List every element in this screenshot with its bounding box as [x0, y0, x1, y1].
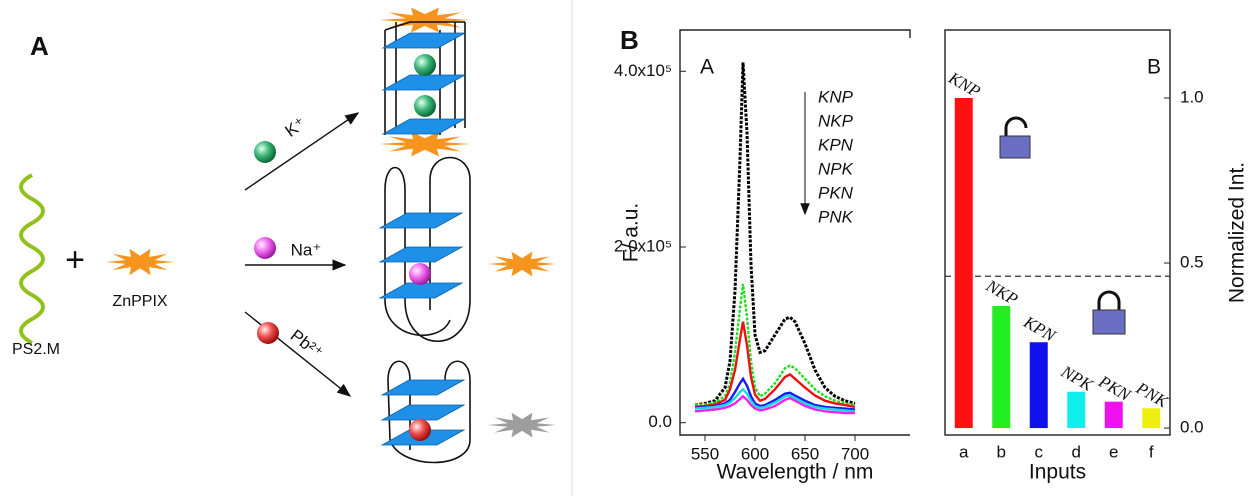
x-tick-label: f — [1149, 442, 1154, 461]
stars — [106, 7, 556, 438]
x-tick-label: b — [997, 442, 1006, 461]
bar-label: KPN — [1020, 312, 1060, 346]
spectrum-line — [694, 394, 855, 415]
arrow — [244, 112, 360, 191]
ion-sphere — [409, 419, 431, 441]
ion-sphere — [414, 95, 436, 117]
g-quartets — [378, 32, 467, 446]
x-tick-label: 650 — [791, 444, 819, 463]
star — [106, 248, 174, 276]
spectrum-line — [694, 321, 856, 409]
spectrum-line — [694, 387, 856, 413]
bar — [1067, 391, 1086, 429]
y-axis-title: Normalized Int. — [1226, 162, 1249, 303]
lock-closed — [1092, 290, 1126, 335]
x-tick-label: 550 — [691, 444, 719, 463]
legend-entry: PKN — [818, 183, 854, 202]
porphyrin-label: ZnPPIX — [112, 293, 167, 310]
x-tick-label: d — [1072, 442, 1081, 461]
ion-label: Na⁺ — [291, 240, 322, 259]
legend-entry: PNK — [818, 207, 854, 226]
g-quartet — [378, 212, 464, 229]
dna-strand — [19, 173, 45, 345]
x-axis-title: Wavelength / nm — [717, 461, 874, 484]
panel-label: A — [30, 31, 49, 61]
bar — [954, 97, 973, 429]
x-tick-label: a — [959, 442, 969, 461]
x-tick-label: 600 — [741, 444, 769, 463]
g-quartet — [380, 379, 466, 396]
bar — [1029, 342, 1048, 429]
star — [488, 412, 556, 438]
y-tick-label: 4.0x10⁵ — [614, 61, 672, 80]
legend-entry: NKP — [818, 111, 854, 130]
x-tick-label: e — [1109, 442, 1118, 461]
axis-frame — [944, 29, 1171, 436]
g-quartet — [381, 74, 467, 91]
bar — [992, 305, 1011, 429]
x-axis-title: Inputs — [1029, 461, 1086, 484]
ion-label: Pb²⁺ — [287, 326, 327, 363]
y-axis-title: F/ a.u. — [620, 203, 643, 263]
star — [488, 251, 556, 277]
bar-label: NPK — [1057, 361, 1097, 395]
x-tick-label: 700 — [841, 444, 869, 463]
arrow — [244, 311, 352, 397]
legend-entry: NPK — [818, 159, 854, 178]
y-tick-label: 0.5 — [1180, 253, 1204, 272]
y-tick-label: 1.0 — [1180, 87, 1204, 106]
ion-sphere — [257, 322, 279, 344]
lock-open — [999, 116, 1031, 159]
g-quartet — [381, 118, 467, 135]
plus-sign: + — [65, 241, 85, 279]
ion-sphere — [254, 237, 276, 259]
ion-sphere — [254, 141, 276, 163]
spectrum-line — [694, 62, 856, 407]
x-tick-label: c — [1035, 442, 1044, 461]
spectrum-line — [694, 376, 856, 411]
panel-label: A — [700, 56, 714, 79]
panel-label: B — [620, 25, 639, 55]
g-quartet — [378, 282, 464, 299]
g-quartet — [381, 32, 467, 49]
ion-sphere — [409, 263, 431, 285]
bar-label: KNP — [945, 68, 984, 101]
ion-label: K⁺ — [282, 114, 310, 141]
legend-entry: KNP — [818, 87, 854, 106]
axis-frame — [679, 29, 911, 436]
bar-label: PNK — [1132, 378, 1172, 412]
bar — [1142, 408, 1161, 429]
strand-label: PS2.M — [12, 341, 60, 358]
spectrum-line — [694, 283, 856, 407]
bar-label: PKN — [1095, 371, 1135, 405]
y-tick-label: 2.0x10⁵ — [614, 236, 672, 255]
y-tick-label: 0.0 — [648, 412, 672, 431]
bar — [1104, 401, 1123, 429]
panel-label: B — [1147, 56, 1161, 79]
g-quartet — [380, 404, 466, 421]
star — [380, 131, 470, 157]
ion-sphere — [414, 54, 436, 76]
star — [380, 7, 470, 33]
g-quartet — [378, 246, 464, 263]
bar-label: NKP — [982, 276, 1021, 309]
y-tick-label: 0.0 — [1180, 418, 1204, 437]
legend-entry: KPN — [818, 135, 854, 154]
